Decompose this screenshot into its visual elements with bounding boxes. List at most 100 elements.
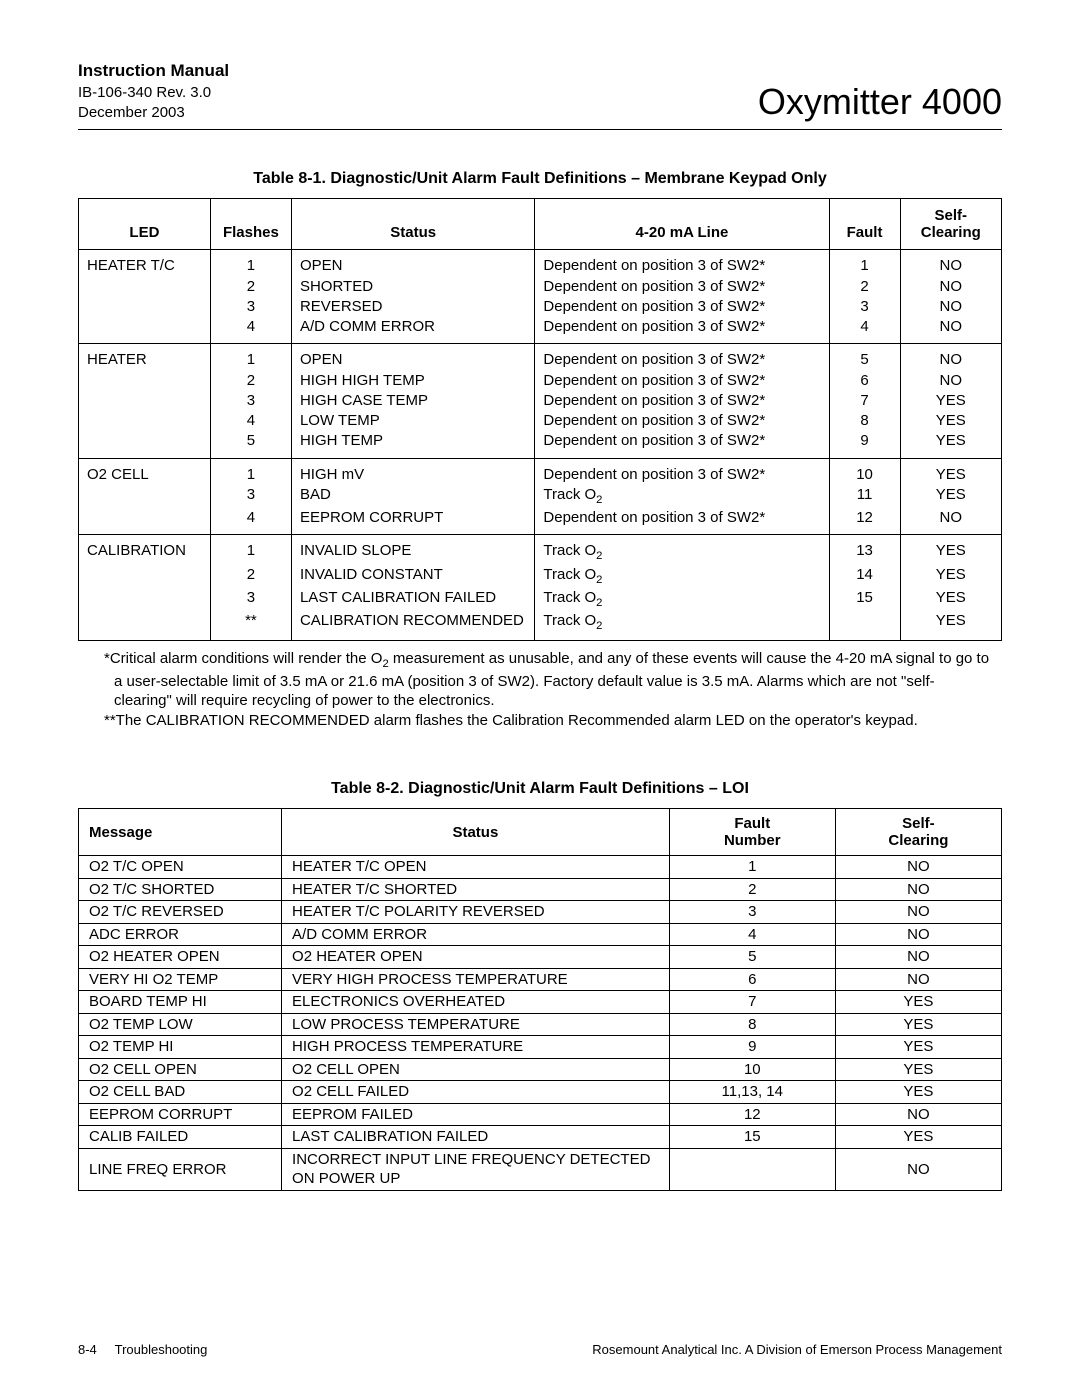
- table-cell: INCORRECT INPUT LINE FREQUENCY DETECTED …: [282, 1148, 670, 1190]
- table-cell: 10: [669, 1058, 835, 1081]
- th2-status: Status: [282, 809, 670, 856]
- table-cell: 15: [829, 588, 900, 611]
- table-cell: LOW PROCESS TEMPERATURE: [282, 1013, 670, 1036]
- table-cell: [79, 391, 211, 411]
- table-cell: 5: [210, 431, 291, 458]
- table-cell: HEATER T/C: [79, 250, 211, 277]
- table-cell: 6: [669, 968, 835, 991]
- th-flashes: Flashes: [210, 199, 291, 250]
- table-cell: Dependent on position 3 of SW2*: [535, 250, 829, 277]
- table-cell: NO: [835, 1103, 1001, 1126]
- table-cell: YES: [900, 611, 1001, 641]
- table-cell: YES: [835, 991, 1001, 1014]
- table-cell: Dependent on position 3 of SW2*: [535, 277, 829, 297]
- table-cell: HEATER T/C OPEN: [282, 856, 670, 879]
- table-cell: 3: [210, 297, 291, 317]
- doc-id: IB-106-340 Rev. 3.0: [78, 83, 229, 103]
- table-cell: HIGH PROCESS TEMPERATURE: [282, 1036, 670, 1059]
- table-cell: [79, 611, 211, 641]
- table-cell: 4: [210, 508, 291, 535]
- table-cell: Track O2: [535, 535, 829, 565]
- table-cell: 6: [829, 371, 900, 391]
- table-cell: 3: [669, 901, 835, 924]
- table-cell: YES: [900, 588, 1001, 611]
- table-cell: EEPROM FAILED: [282, 1103, 670, 1126]
- table-cell: EEPROM CORRUPT: [291, 508, 534, 535]
- table-cell: INVALID CONSTANT: [291, 565, 534, 588]
- table-cell: 1: [210, 458, 291, 485]
- table-cell: YES: [835, 1081, 1001, 1104]
- table-cell: NO: [835, 856, 1001, 879]
- table-cell: NO: [835, 878, 1001, 901]
- table-cell: 8: [829, 411, 900, 431]
- table-cell: ELECTRONICS OVERHEATED: [282, 991, 670, 1014]
- table-cell: 2: [210, 371, 291, 391]
- table-cell: INVALID SLOPE: [291, 535, 534, 565]
- table-cell: 1: [210, 344, 291, 371]
- table-cell: 3: [210, 485, 291, 508]
- table-cell: 1: [829, 250, 900, 277]
- table-cell: NO: [835, 901, 1001, 924]
- table-cell: NO: [835, 968, 1001, 991]
- page-header: Instruction Manual IB-106-340 Rev. 3.0 D…: [78, 60, 1002, 130]
- table-cell: 5: [669, 946, 835, 969]
- table-cell: [79, 431, 211, 458]
- table-cell: A/D COMM ERROR: [291, 317, 534, 344]
- th-led: LED: [79, 199, 211, 250]
- table-cell: HIGH CASE TEMP: [291, 391, 534, 411]
- table-cell: O2 TEMP LOW: [79, 1013, 282, 1036]
- table-cell: 2: [210, 277, 291, 297]
- table-cell: NO: [900, 371, 1001, 391]
- table-cell: O2 CELL FAILED: [282, 1081, 670, 1104]
- table-cell: [79, 485, 211, 508]
- table-cell: Dependent on position 3 of SW2*: [535, 411, 829, 431]
- th-clear: Self-Clearing: [900, 199, 1001, 250]
- table1-notes: *Critical alarm conditions will render t…: [78, 649, 1002, 730]
- table-cell: 8: [669, 1013, 835, 1036]
- table-cell: **: [210, 611, 291, 641]
- table-cell: 3: [210, 391, 291, 411]
- table-cell: 11: [829, 485, 900, 508]
- table1-title: Table 8-1. Diagnostic/Unit Alarm Fault D…: [78, 170, 1002, 188]
- table-cell: Dependent on position 3 of SW2*: [535, 431, 829, 458]
- table-cell: Dependent on position 3 of SW2*: [535, 508, 829, 535]
- table-cell: 1: [210, 535, 291, 565]
- table-cell: SHORTED: [291, 277, 534, 297]
- table-cell: 4: [210, 411, 291, 431]
- table-cell: YES: [900, 391, 1001, 411]
- table-cell: 9: [829, 431, 900, 458]
- table-cell: 3: [210, 588, 291, 611]
- table-cell: HIGH mV: [291, 458, 534, 485]
- page-number: 8-4: [78, 1342, 97, 1357]
- table-cell: O2 T/C SHORTED: [79, 878, 282, 901]
- table-cell: NO: [900, 344, 1001, 371]
- table-cell: CALIBRATION: [79, 535, 211, 565]
- table-cell: 14: [829, 565, 900, 588]
- table-cell: O2 TEMP HI: [79, 1036, 282, 1059]
- footer-left: 8-4 Troubleshooting: [78, 1342, 207, 1357]
- section-name: Troubleshooting: [115, 1342, 208, 1357]
- table-cell: 2: [829, 277, 900, 297]
- page-footer: 8-4 Troubleshooting Rosemount Analytical…: [78, 1342, 1002, 1357]
- table-cell: CALIB FAILED: [79, 1126, 282, 1149]
- table-cell: O2 CELL OPEN: [79, 1058, 282, 1081]
- table-cell: 1: [210, 250, 291, 277]
- table-cell: Dependent on position 3 of SW2*: [535, 391, 829, 411]
- table-cell: YES: [900, 431, 1001, 458]
- table-cell: O2 HEATER OPEN: [79, 946, 282, 969]
- table-cell: O2 HEATER OPEN: [282, 946, 670, 969]
- table-cell: OPEN: [291, 344, 534, 371]
- table-cell: LAST CALIBRATION FAILED: [291, 588, 534, 611]
- table-cell: 9: [669, 1036, 835, 1059]
- table-cell: NO: [900, 297, 1001, 317]
- table-cell: [79, 317, 211, 344]
- th-status: Status: [291, 199, 534, 250]
- th-line: 4-20 mA Line: [535, 199, 829, 250]
- table-cell: O2 CELL BAD: [79, 1081, 282, 1104]
- table-cell: [79, 277, 211, 297]
- table-cell: 5: [829, 344, 900, 371]
- th2-fault: FaultNumber: [669, 809, 835, 856]
- table-cell: BAD: [291, 485, 534, 508]
- table2-title: Table 8-2. Diagnostic/Unit Alarm Fault D…: [78, 780, 1002, 798]
- table-cell: YES: [835, 1013, 1001, 1036]
